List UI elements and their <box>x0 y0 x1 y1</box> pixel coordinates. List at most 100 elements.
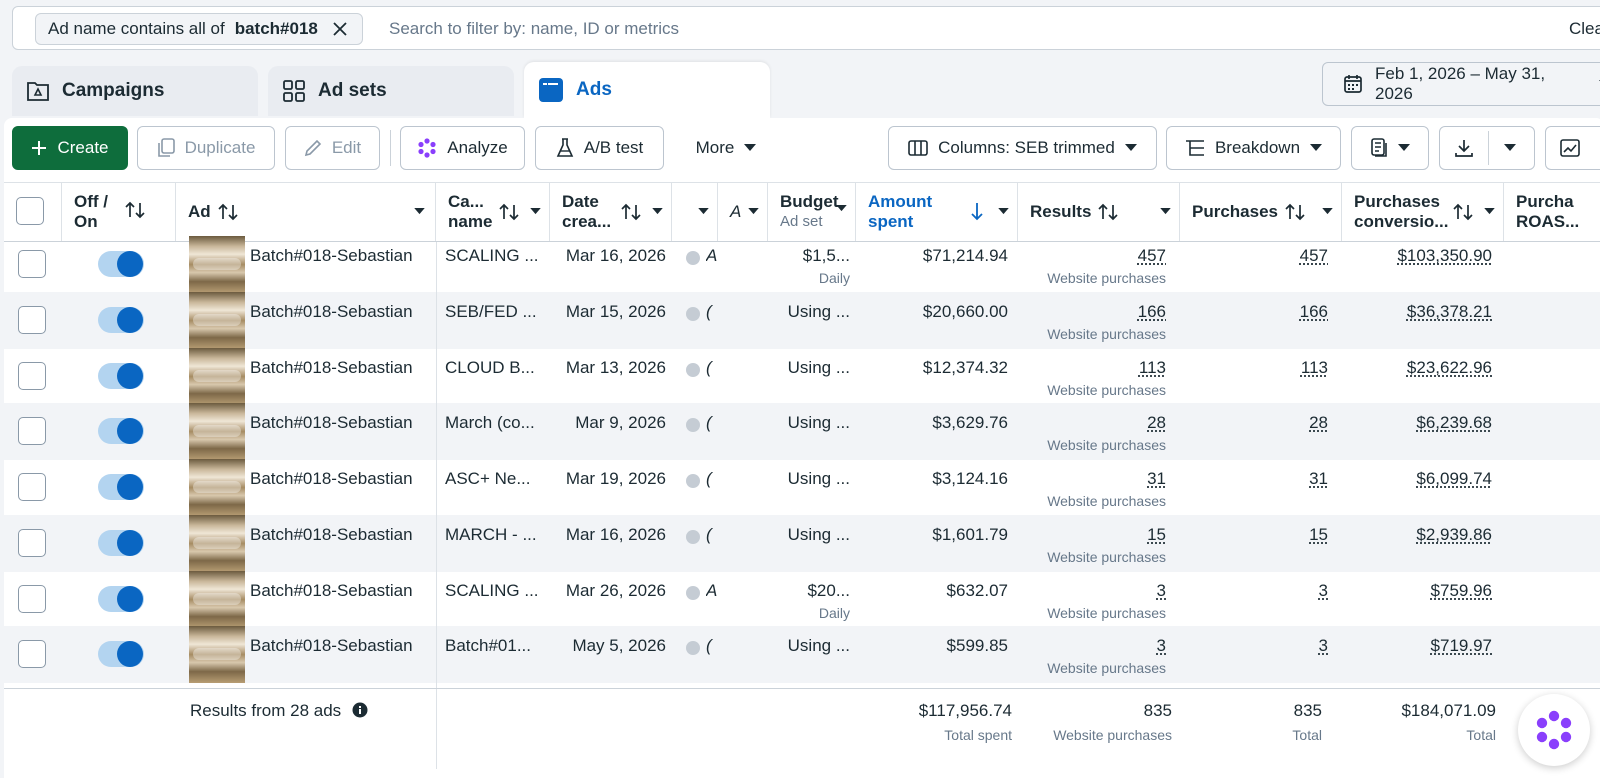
clear-button[interactable]: Clea <box>1569 19 1600 38</box>
select-all-checkbox[interactable] <box>16 197 44 225</box>
ad-name-cell[interactable]: Batch#018-Sebastian <box>250 571 436 628</box>
purchases-cell[interactable]: 113 <box>1180 348 1328 405</box>
column-header-budget[interactable]: Budget Ad set <box>768 183 856 241</box>
chevron-down-icon[interactable] <box>1160 208 1171 215</box>
ad-name-cell[interactable]: Batch#018-Sebastian <box>250 403 436 460</box>
column-header-results[interactable]: Results <box>1018 183 1180 241</box>
results-cell[interactable]: 31 Website purchases <box>1018 459 1166 516</box>
search-input[interactable]: Search to filter by: name, ID or metrics <box>389 19 680 38</box>
conversion-value[interactable]: $719.97 <box>1430 636 1492 655</box>
results-cell[interactable]: 3 Website purchases <box>1018 571 1166 628</box>
purchases-value[interactable]: 457 <box>1299 246 1328 265</box>
on-off-toggle[interactable] <box>98 251 144 277</box>
chevron-down-icon[interactable] <box>414 208 425 215</box>
conversion-value-cell[interactable]: $6,239.68 <box>1342 403 1492 460</box>
ad-name[interactable]: Batch#018-Sebastian <box>250 525 413 544</box>
chevron-down-icon[interactable] <box>1484 208 1495 215</box>
column-header-a[interactable]: A <box>718 183 768 241</box>
breakdown-button[interactable]: Breakdown <box>1166 126 1341 170</box>
campaign-name[interactable]: SCALING ... <box>445 246 539 265</box>
ab-test-button[interactable]: A/B test <box>535 126 664 170</box>
campaign-cell[interactable]: CLOUD B... <box>445 348 549 405</box>
conversion-value[interactable]: $23,622.96 <box>1406 358 1492 377</box>
conversion-value[interactable]: $2,939.86 <box>1416 525 1492 544</box>
row-checkbox[interactable] <box>18 529 46 557</box>
sort-icon[interactable] <box>1284 203 1306 221</box>
results-cell[interactable]: 113 Website purchases <box>1018 348 1166 405</box>
chevron-down-icon[interactable] <box>530 208 541 215</box>
table-row[interactable]: Batch#018-Sebastian CLOUD B... Mar 13, 202… <box>4 348 1600 405</box>
ad-name-cell[interactable]: Batch#018-Sebastian <box>250 236 436 293</box>
analyze-button[interactable]: Analyze <box>400 126 525 170</box>
conversion-value-cell[interactable]: $2,939.86 <box>1342 515 1492 572</box>
campaign-name[interactable]: ASC+ Ne... <box>445 469 531 488</box>
campaign-cell[interactable]: SEB/FED ... <box>445 292 549 349</box>
column-header-ad[interactable]: Ad <box>176 183 436 241</box>
conversion-value-cell[interactable]: $103,350.90 <box>1342 236 1492 293</box>
column-header-delivery[interactable] <box>672 183 718 241</box>
ad-name[interactable]: Batch#018-Sebastian <box>250 581 413 600</box>
conversion-value-cell[interactable]: $719.97 <box>1342 626 1492 683</box>
ad-name-cell[interactable]: Batch#018-Sebastian <box>250 292 436 349</box>
results-value[interactable]: 457 <box>1137 246 1166 265</box>
table-row[interactable]: Batch#018-Sebastian March (co... Mar 9, 20… <box>4 403 1600 460</box>
on-off-toggle[interactable] <box>98 474 144 500</box>
on-off-toggle[interactable] <box>98 586 144 612</box>
column-header-campaign-name[interactable]: Ca... name <box>436 183 550 241</box>
conversion-value-cell[interactable]: $36,378.21 <box>1342 292 1492 349</box>
tab-ad-sets[interactable]: Ad sets <box>268 66 514 116</box>
purchases-value[interactable]: 166 <box>1299 302 1328 321</box>
create-button[interactable]: Create <box>12 126 128 170</box>
purchases-cell[interactable]: 457 <box>1180 236 1328 293</box>
ad-thumbnail[interactable] <box>189 403 245 460</box>
results-value[interactable]: 28 <box>1147 413 1166 432</box>
table-row[interactable]: Batch#018-Sebastian Batch#01... May 5, 202… <box>4 626 1600 683</box>
ad-name-cell[interactable]: Batch#018-Sebastian <box>250 459 436 516</box>
ad-thumbnail[interactable] <box>189 515 245 572</box>
table-row[interactable]: Batch#018-Sebastian SCALING ... Mar 26, 20… <box>4 571 1600 628</box>
campaign-name[interactable]: SCALING ... <box>445 581 539 600</box>
campaign-name[interactable]: MARCH - ... <box>445 525 537 544</box>
on-off-toggle[interactable] <box>98 418 144 444</box>
on-off-toggle[interactable] <box>98 363 144 389</box>
results-cell[interactable]: 28 Website purchases <box>1018 403 1166 460</box>
purchases-value[interactable]: 3 <box>1318 636 1328 655</box>
ad-thumbnail[interactable] <box>189 292 245 349</box>
campaign-cell[interactable]: SCALING ... <box>445 571 549 628</box>
conversion-value-cell[interactable]: $23,622.96 <box>1342 348 1492 405</box>
campaign-cell[interactable]: ASC+ Ne... <box>445 459 549 516</box>
tab-ads[interactable]: Ads <box>524 62 770 118</box>
on-off-toggle[interactable] <box>98 641 144 667</box>
chevron-down-icon[interactable] <box>1504 144 1516 152</box>
ad-name[interactable]: Batch#018-Sebastian <box>250 636 413 655</box>
results-value[interactable]: 3 <box>1156 581 1166 600</box>
purchases-cell[interactable]: 31 <box>1180 459 1328 516</box>
conversion-value[interactable]: $6,099.74 <box>1416 469 1492 488</box>
ad-name-cell[interactable]: Batch#018-Sebastian <box>250 626 436 683</box>
ad-name[interactable]: Batch#018-Sebastian <box>250 246 413 265</box>
results-cell[interactable]: 457 Website purchases <box>1018 236 1166 293</box>
conversion-value[interactable]: $36,378.21 <box>1406 302 1492 321</box>
campaign-name[interactable]: March (co... <box>445 413 535 432</box>
ad-thumbnail[interactable] <box>189 626 245 683</box>
row-checkbox[interactable] <box>18 640 46 668</box>
ai-assistant-button[interactable] <box>1518 694 1590 766</box>
info-icon[interactable] <box>352 702 368 718</box>
chevron-down-icon[interactable] <box>698 208 709 215</box>
column-header-purchases-conversion[interactable]: Purchases conversio... <box>1342 183 1504 241</box>
row-checkbox[interactable] <box>18 250 46 278</box>
close-icon[interactable] <box>332 21 348 37</box>
row-checkbox[interactable] <box>18 306 46 334</box>
row-checkbox[interactable] <box>18 473 46 501</box>
edit-button[interactable]: Edit <box>285 126 380 170</box>
purchases-value[interactable]: 28 <box>1309 413 1328 432</box>
purchases-cell[interactable]: 166 <box>1180 292 1328 349</box>
chevron-down-icon[interactable] <box>836 205 847 212</box>
purchases-value[interactable]: 3 <box>1318 581 1328 600</box>
column-header-amount-spent[interactable]: Amount spent <box>856 183 1018 241</box>
ad-thumbnail[interactable] <box>189 459 245 516</box>
campaign-name[interactable]: CLOUD B... <box>445 358 535 377</box>
column-header-date-created[interactable]: Date crea... <box>550 183 672 241</box>
date-range-picker[interactable]: Feb 1, 2026 – May 31, 2026 <box>1322 62 1600 106</box>
row-checkbox[interactable] <box>18 417 46 445</box>
